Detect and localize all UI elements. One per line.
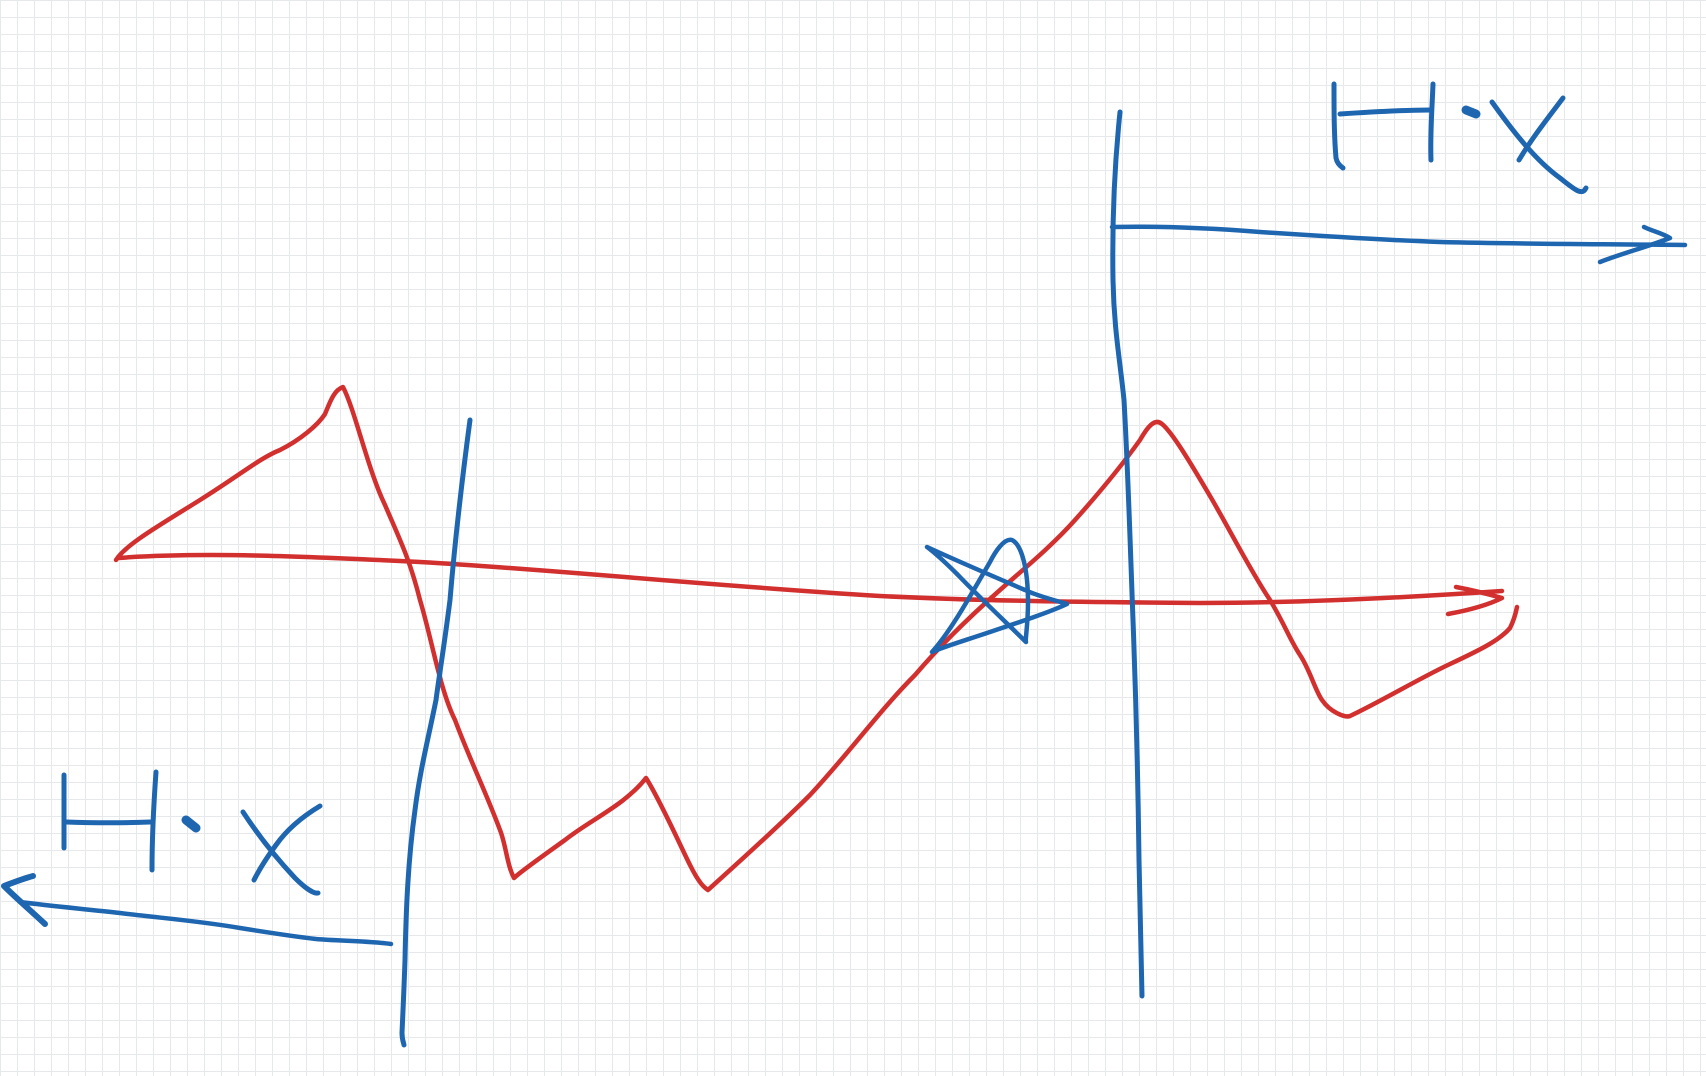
blue-top-right-arrow-shaft — [1109, 224, 1688, 248]
red-wave-curve — [113, 384, 1520, 893]
blue-bottom-left-arrow-shaft — [17, 899, 394, 947]
bottom-left-dot — [181, 815, 201, 833]
red-ink-group — [113, 384, 1520, 893]
bottom-left-x-stroke-b — [251, 803, 323, 883]
blue-star-mark — [924, 537, 1070, 655]
blue-ink-group — [1, 109, 1688, 1048]
bottom-left-h-crossbar — [63, 819, 153, 826]
top-right-x-stroke-a — [1489, 99, 1589, 195]
top-right-h-left-stroke — [1331, 81, 1346, 171]
top-right-x-stroke-b — [1516, 95, 1566, 163]
top-right-hx-label: H·X H·X — [61, 81, 1589, 896]
top-right-h-crossbar — [1337, 107, 1433, 117]
top-right-dot — [1461, 105, 1481, 119]
blue-bottom-left-arrowhead — [1, 873, 48, 927]
bottom-left-x-stroke-a — [240, 809, 321, 896]
red-horizontal-axis — [115, 552, 1505, 606]
red-axis-arrowhead — [1445, 584, 1505, 617]
top-right-h-right-stroke — [1428, 81, 1436, 163]
blue-top-right-arrowhead — [1597, 224, 1673, 265]
blue-left-vertical-line — [399, 417, 473, 1048]
bottom-left-h-right-stroke — [149, 769, 159, 873]
blue-right-vertical-line — [1110, 109, 1145, 999]
